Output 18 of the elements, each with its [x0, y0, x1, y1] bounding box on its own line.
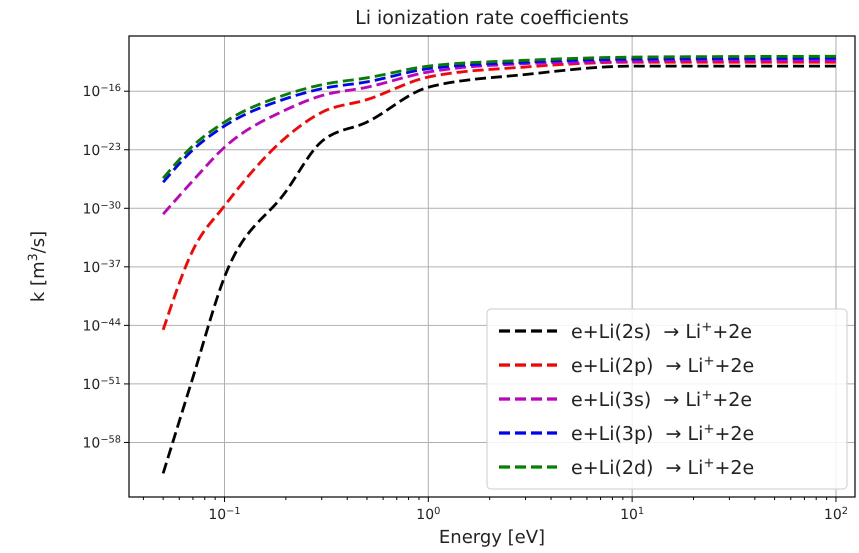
x-tick-label: 10$^{1}$ — [620, 506, 644, 523]
legend-label: e+Li(2d) → Li$^{+}$+2e — [571, 456, 754, 479]
chart-title: Li ionization rate coefficients — [355, 7, 629, 29]
y-tick-label: 10$^{−58}$ — [82, 434, 121, 452]
x-tick-label: 10$^{−1}$ — [208, 506, 241, 523]
x-axis-title: Energy [eV] — [438, 527, 546, 548]
y-tick-label: 10$^{−51}$ — [82, 375, 121, 393]
legend-label: e+Li(3s) → Li$^{+}$+2e — [571, 388, 752, 411]
y-tick-label: 10$^{−30}$ — [82, 200, 121, 218]
legend-label: e+Li(2p) → Li$^{+}$+2e — [571, 354, 754, 377]
y-tick-label: 10$^{−37}$ — [82, 258, 121, 276]
x-tick-label: 10$^{2}$ — [824, 506, 848, 523]
legend-label: e+Li(2s) → Li$^{+}$+2e — [571, 320, 752, 343]
y-tick-label: 10$^{−44}$ — [82, 316, 121, 334]
x-tick-label: 10$^{0}$ — [416, 506, 440, 523]
y-tick-label: 10$^{−16}$ — [82, 82, 121, 100]
legend-label: e+Li(3p) → Li$^{+}$+2e — [571, 422, 754, 445]
y-tick-label: 10$^{−23}$ — [82, 141, 121, 159]
